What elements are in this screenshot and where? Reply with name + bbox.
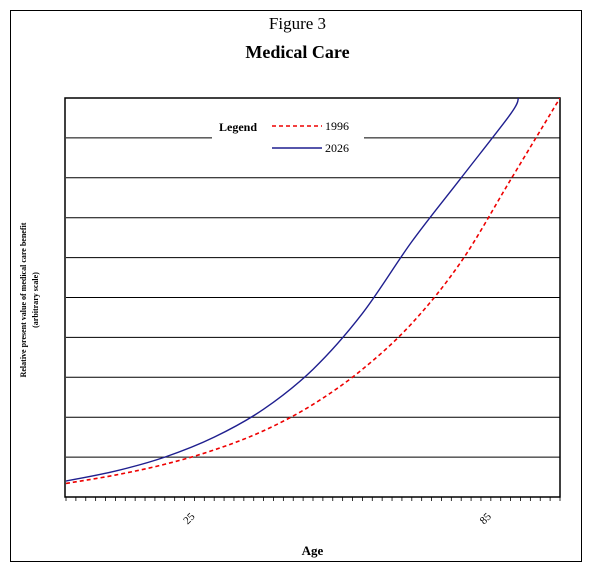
series-lines — [66, 98, 560, 485]
legend-label-1996: 1996 — [325, 119, 349, 133]
chart-title: Medical Care — [245, 42, 350, 62]
series-line-1996 — [66, 98, 560, 485]
x-tick-label-25: 25 — [181, 510, 198, 527]
grid-lines — [66, 137, 560, 458]
legend-background — [212, 117, 364, 157]
legend: Legend 1996 2026 — [212, 117, 364, 157]
x-axis-minor-ticks — [65, 497, 561, 501]
x-axis-label: Age — [301, 543, 324, 558]
figure-label: Figure 3 — [268, 14, 327, 33]
series-line-2026 — [66, 98, 520, 482]
chart-frame — [10, 10, 582, 562]
legend-label-2026: 2026 — [325, 141, 349, 155]
x-axis-tick-labels: 25 85 — [181, 510, 494, 527]
x-tick-label-85: 85 — [478, 510, 495, 527]
legend-title: Legend — [219, 120, 257, 134]
